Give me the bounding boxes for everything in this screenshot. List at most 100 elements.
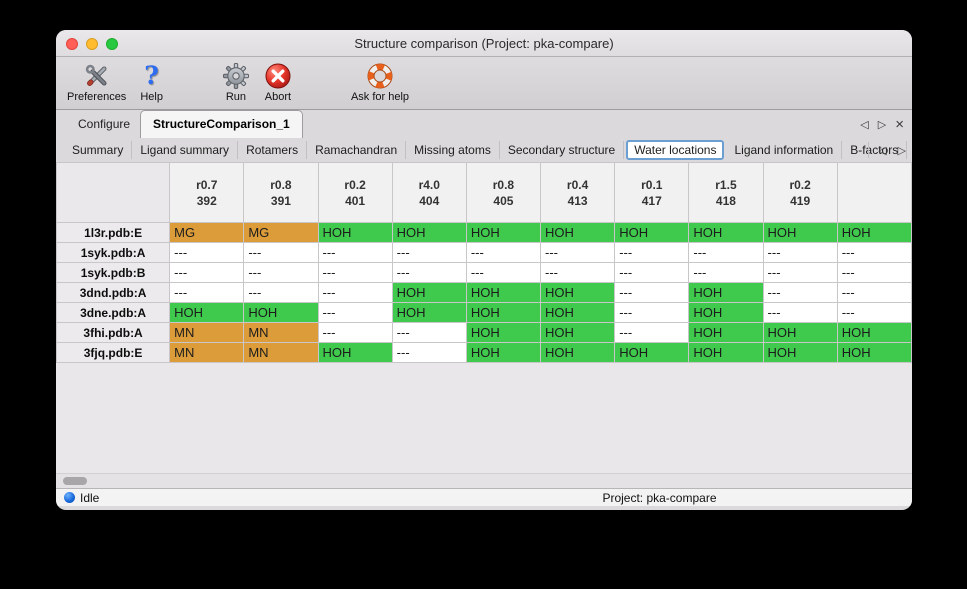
table-cell[interactable]: HOH [836, 222, 912, 243]
table-cell[interactable]: --- [465, 242, 542, 263]
table-cell[interactable]: HOH [540, 302, 616, 323]
table-cell[interactable]: --- [836, 262, 912, 283]
table-cell[interactable]: MN [169, 342, 245, 363]
table-cell[interactable]: --- [614, 282, 690, 303]
table-cell[interactable]: --- [243, 282, 319, 303]
table-cell[interactable]: HOH [688, 342, 764, 363]
table-cell[interactable]: --- [540, 242, 616, 263]
table-cell[interactable]: HOH [243, 302, 319, 323]
tab-configure[interactable]: Configure [78, 117, 131, 131]
table-cell[interactable]: --- [169, 282, 245, 303]
table-cell[interactable]: MN [169, 322, 245, 343]
table-cell[interactable]: --- [540, 262, 616, 283]
column-header[interactable]: r0.4 413 [540, 162, 616, 223]
row-label[interactable]: 1syk.pdb:B [56, 262, 171, 283]
tab-structurecomparison-1[interactable]: StructureComparison_1 [140, 110, 303, 138]
table-cell[interactable]: HOH [688, 222, 764, 243]
table-cell[interactable]: --- [317, 302, 393, 323]
table-cell[interactable]: HOH [465, 302, 542, 323]
table-cell[interactable]: HOH [317, 342, 393, 363]
table-cell[interactable]: --- [391, 262, 467, 283]
table-cell[interactable]: --- [391, 342, 467, 363]
table-cell[interactable]: --- [614, 242, 690, 263]
next-tab-icon[interactable]: ▷ [877, 118, 887, 131]
table-cell[interactable]: HOH [465, 222, 542, 243]
table-cell[interactable]: --- [243, 242, 319, 263]
table-cell[interactable]: HOH [762, 322, 838, 343]
table-cell[interactable]: HOH [762, 222, 838, 243]
row-label[interactable]: 3dnd.pdb:A [56, 282, 171, 303]
tab-secondary-structure[interactable]: Secondary structure [500, 141, 625, 159]
table-cell[interactable]: HOH [169, 302, 245, 323]
table-cell[interactable]: --- [762, 262, 838, 283]
column-header[interactable]: r0.8 405 [465, 162, 542, 223]
table-cell[interactable]: --- [762, 242, 838, 263]
table-cell[interactable]: HOH [317, 222, 393, 243]
table-cell[interactable]: --- [614, 302, 690, 323]
table-cell[interactable]: --- [762, 302, 838, 323]
column-header[interactable]: r0.7 392 [169, 162, 245, 223]
table-cell[interactable]: --- [243, 262, 319, 283]
table-cell[interactable]: --- [614, 262, 690, 283]
table-cell[interactable]: HOH [540, 342, 616, 363]
table-cell[interactable]: HOH [688, 282, 764, 303]
column-header[interactable]: r1.5 418 [688, 162, 764, 223]
tab-rotamers[interactable]: Rotamers [238, 141, 308, 159]
column-header[interactable]: r4.0 404 [391, 162, 467, 223]
column-header[interactable]: r0.2 401 [317, 162, 393, 223]
table-cell[interactable]: --- [317, 282, 393, 303]
table-cell[interactable]: HOH [465, 342, 542, 363]
table-cell[interactable]: --- [836, 282, 912, 303]
table-cell[interactable]: --- [688, 242, 764, 263]
table-cell[interactable]: HOH [836, 322, 912, 343]
table-cell[interactable]: --- [688, 262, 764, 283]
table-cell[interactable]: HOH [391, 302, 467, 323]
preferences-button[interactable]: Preferences [62, 60, 131, 103]
table-cell[interactable]: --- [317, 322, 393, 343]
table-cell[interactable]: --- [169, 262, 245, 283]
table-cell[interactable]: --- [391, 322, 467, 343]
row-label[interactable]: 1l3r.pdb:E [56, 222, 171, 243]
next-section-icon[interactable]: ▷ [897, 144, 906, 157]
table-cell[interactable]: --- [391, 242, 467, 263]
ask-for-help-button[interactable]: Ask for help [346, 60, 414, 103]
table-cell[interactable]: HOH [540, 282, 616, 303]
row-label[interactable]: 3fjq.pdb:E [56, 342, 171, 363]
abort-button[interactable]: Abort [259, 60, 297, 103]
column-header[interactable] [836, 162, 912, 223]
table-cell[interactable]: --- [836, 242, 912, 263]
tab-water-locations[interactable]: Water locations [626, 140, 725, 160]
table-cell[interactable]: HOH [465, 322, 542, 343]
horizontal-scrollbar[interactable] [56, 473, 912, 488]
row-label[interactable]: 1syk.pdb:A [56, 242, 171, 263]
row-label[interactable]: 3dne.pdb:A [56, 302, 171, 323]
table-cell[interactable]: HOH [540, 322, 616, 343]
column-header[interactable]: r0.1 417 [614, 162, 690, 223]
column-header[interactable]: r0.2 419 [762, 162, 838, 223]
tab-ligand-information[interactable]: Ligand information [726, 141, 843, 159]
table-cell[interactable]: --- [465, 262, 542, 283]
table-cell[interactable]: --- [614, 322, 690, 343]
tab-b-factors[interactable]: B-factors [842, 141, 908, 159]
table-cell[interactable]: HOH [614, 342, 690, 363]
table-cell[interactable]: HOH [614, 222, 690, 243]
tab-ligand-summary[interactable]: Ligand summary [132, 141, 239, 159]
zoom-window-button[interactable] [106, 38, 118, 50]
minimize-window-button[interactable] [86, 38, 98, 50]
row-label[interactable]: 3fhi.pdb:A [56, 322, 171, 343]
table-cell[interactable]: MG [243, 222, 319, 243]
table-cell[interactable]: HOH [391, 282, 467, 303]
table-cell[interactable]: HOH [465, 282, 542, 303]
table-cell[interactable]: HOH [688, 322, 764, 343]
table-cell[interactable]: --- [169, 242, 245, 263]
table-cell[interactable]: HOH [762, 342, 838, 363]
table-cell[interactable]: --- [762, 282, 838, 303]
table-cell[interactable]: MN [243, 342, 319, 363]
table-cell[interactable]: --- [836, 302, 912, 323]
table-cell[interactable]: HOH [836, 342, 912, 363]
prev-section-icon[interactable]: ◁ [878, 144, 887, 157]
prev-tab-icon[interactable]: ◁ [860, 118, 869, 131]
table-cell[interactable]: --- [317, 242, 393, 263]
close-tab-icon[interactable]: × [895, 115, 904, 133]
column-header[interactable]: r0.8 391 [243, 162, 319, 223]
